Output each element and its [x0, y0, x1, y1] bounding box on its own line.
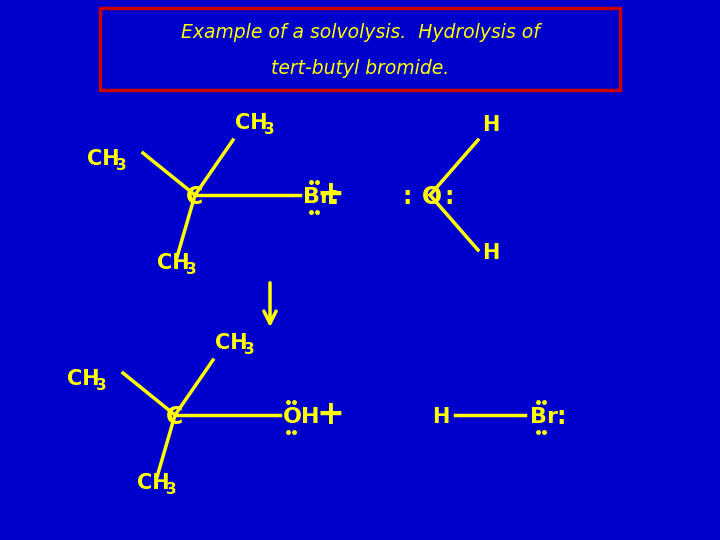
Text: tert-butyl bromide.: tert-butyl bromide. — [271, 58, 449, 78]
Text: CH: CH — [87, 149, 120, 169]
Text: C: C — [166, 405, 184, 429]
Text: 3: 3 — [186, 261, 197, 276]
Text: CH: CH — [157, 253, 189, 273]
Text: :: : — [329, 185, 338, 209]
Text: 3: 3 — [166, 482, 176, 496]
Text: :: : — [444, 185, 454, 209]
Text: CH: CH — [215, 333, 248, 353]
Text: CH: CH — [67, 369, 99, 389]
Text: C: C — [186, 185, 203, 209]
Text: OH: OH — [283, 407, 320, 427]
Text: +: + — [316, 179, 344, 212]
Text: H: H — [432, 407, 449, 427]
Text: H: H — [482, 243, 500, 263]
Bar — [100, 8, 620, 90]
Text: H: H — [482, 115, 500, 135]
Text: 3: 3 — [264, 122, 274, 137]
Text: :: : — [556, 405, 565, 429]
Text: 3: 3 — [244, 341, 255, 356]
Text: +: + — [316, 399, 344, 431]
Text: CH: CH — [235, 113, 268, 133]
Text: Br: Br — [303, 187, 331, 207]
Text: :: : — [402, 185, 411, 209]
Text: 3: 3 — [116, 158, 127, 172]
Text: O: O — [422, 185, 442, 209]
Text: Br: Br — [530, 407, 558, 427]
Text: CH: CH — [137, 473, 170, 493]
Text: 3: 3 — [96, 377, 107, 393]
Text: Example of a solvolysis.  Hydrolysis of: Example of a solvolysis. Hydrolysis of — [181, 24, 539, 43]
